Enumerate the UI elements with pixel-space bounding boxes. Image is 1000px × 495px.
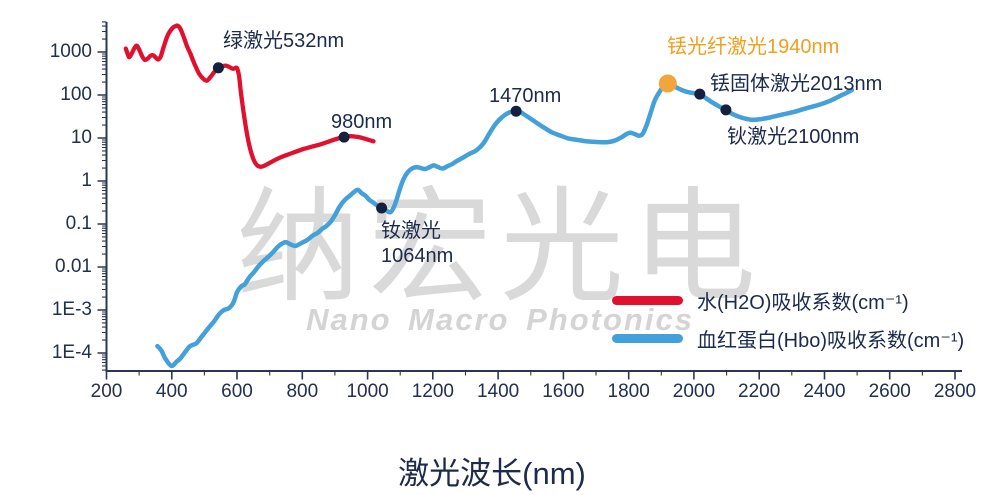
y-tick-label: 0.1 bbox=[65, 213, 92, 234]
series-hemoglobin-curve bbox=[155, 81, 855, 369]
y-tick-label: 1E-4 bbox=[51, 342, 92, 363]
y-tick-label: 1 bbox=[81, 170, 92, 191]
x-axis-title: 激光波长(nm) bbox=[398, 456, 586, 491]
legend-item-water: 水(H2O)吸收系数(cm⁻¹) bbox=[612, 286, 964, 314]
legend-label-water: 水(H2O)吸收系数(cm⁻¹) bbox=[697, 291, 909, 314]
y-tick-label: 0.01 bbox=[55, 256, 92, 277]
x-tick-label: 1800 bbox=[607, 380, 650, 402]
tm-solid-laser-2013-dot bbox=[694, 88, 706, 100]
laser-980-dot bbox=[338, 131, 350, 143]
green-laser-532-label: 绿激光532nm bbox=[223, 30, 345, 52]
x-tick-label: 2400 bbox=[803, 380, 846, 402]
ho-laser-2100-label: 钬激光2100nm bbox=[727, 126, 860, 148]
x-tick-label: 800 bbox=[286, 380, 319, 402]
watermark-en: Nano Macro Photonics bbox=[306, 302, 694, 337]
y-tick-label: 10 bbox=[70, 127, 92, 148]
x-tick-label: 1000 bbox=[346, 380, 389, 402]
x-tick-label: 2200 bbox=[738, 380, 781, 402]
legend-label-hemoglobin: 血红蛋白(Hbo)吸收系数(cm⁻¹) bbox=[697, 329, 965, 352]
legend-swatch-hemoglobin bbox=[612, 333, 683, 343]
x-tick-label: 1400 bbox=[476, 380, 520, 402]
ho-laser-2100-dot bbox=[720, 104, 732, 116]
x-tick-label: 2000 bbox=[672, 380, 716, 402]
tm-solid-laser-2013-label: 铥固体激光2013nm bbox=[710, 73, 883, 95]
axis-lines bbox=[105, 22, 962, 372]
laser-1470-dot bbox=[510, 105, 522, 117]
x-tick-label: 600 bbox=[221, 380, 253, 402]
tm-fiber-laser-1940-label: 铥光纤激光1940nm bbox=[667, 36, 840, 58]
x-tick-label: 2800 bbox=[933, 380, 977, 402]
legend: 水(H2O)吸收系数(cm⁻¹) 血红蛋白(Hbo)吸收系数(cm⁻¹) bbox=[612, 286, 964, 362]
nd-laser-1064-label: 钕激光 1064nm bbox=[381, 220, 454, 267]
laser-980-label: 980nm bbox=[331, 111, 393, 133]
y-tick-label: 1000 bbox=[49, 41, 92, 62]
y-tick-label: 100 bbox=[60, 84, 92, 105]
minor-ticks bbox=[102, 21, 923, 376]
watermark-cn: 纳宏光电 bbox=[235, 179, 765, 317]
x-tick-label: 2600 bbox=[868, 380, 911, 402]
x-tick-label: 200 bbox=[90, 380, 123, 402]
major-ticks bbox=[97, 51, 956, 380]
x-tick-label: 1200 bbox=[411, 380, 454, 402]
x-tick-label: 1600 bbox=[542, 380, 585, 402]
legend-item-hemoglobin: 血红蛋白(Hbo)吸收系数(cm⁻¹) bbox=[612, 324, 964, 352]
laser-1470-label: 1470nm bbox=[489, 85, 562, 107]
x-tick-label: 400 bbox=[155, 380, 188, 402]
tm-fiber-laser-1940-dot bbox=[658, 74, 677, 93]
legend-swatch-water bbox=[612, 295, 683, 305]
y-tick-label: 1E-3 bbox=[51, 299, 92, 320]
nd-laser-1064-dot bbox=[376, 202, 388, 214]
green-laser-532-dot bbox=[212, 62, 224, 74]
